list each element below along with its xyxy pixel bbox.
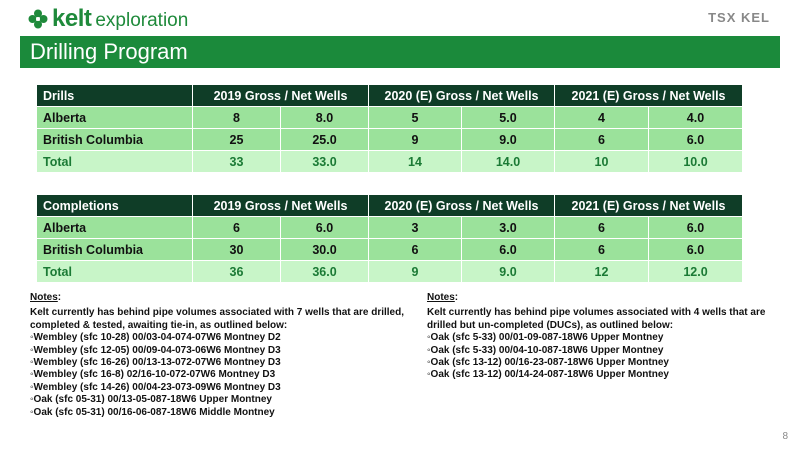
table-cell: 9.0 (461, 260, 555, 283)
table-cell: 5.0 (461, 106, 555, 129)
table-cell: 6.0 (648, 216, 743, 239)
drills-header-2020: 2020 (E) Gross / Net Wells (368, 84, 555, 107)
completions-header-2019: 2019 Gross / Net Wells (192, 194, 369, 217)
total-label: Total (36, 150, 193, 173)
completions-header-row: Completions 2019 Gross / Net Wells 2020 … (36, 194, 743, 217)
table-cell: 9 (368, 260, 462, 283)
completions-header-2021: 2021 (E) Gross / Net Wells (554, 194, 743, 217)
drills-header-label: Drills (36, 84, 193, 107)
table-cell: 10 (554, 150, 649, 173)
table-row: British Columbia 30 30.0 6 6.0 6 6.0 (36, 238, 743, 261)
table-cell: 3 (368, 216, 462, 239)
table-cell: 6 (368, 238, 462, 261)
notes-left: Notes: Kelt currently has behind pipe vo… (30, 292, 415, 419)
logo-name-bold: kelt (52, 5, 92, 32)
table-cell: 10.0 (648, 150, 743, 173)
table-cell: 12.0 (648, 260, 743, 283)
row-label: Alberta (36, 216, 193, 239)
notes-list: Wembley (sfc 10-28) 00/03-04-074-07W6 Mo… (30, 332, 415, 419)
row-label: British Columbia (36, 128, 193, 151)
clover-logo-icon (28, 9, 48, 29)
table-cell: 14 (368, 150, 462, 173)
drilling-program-table: Drills 2019 Gross / Net Wells 2020 (E) G… (36, 84, 743, 283)
completions-total-row: Total 36 36.0 9 9.0 12 12.0 (36, 260, 743, 283)
completions-header-2020: 2020 (E) Gross / Net Wells (368, 194, 555, 217)
table-cell: 36 (192, 260, 281, 283)
notes-heading: Notes: (30, 292, 62, 303)
table-cell: 6.0 (280, 216, 369, 239)
table-cell: 33 (192, 150, 281, 173)
table-cell: 6.0 (648, 238, 743, 261)
notes-right: Notes: Kelt currently has behind pipe vo… (427, 292, 772, 382)
table-cell: 4 (554, 106, 649, 129)
table-cell: 6 (554, 128, 649, 151)
table-cell: 25.0 (280, 128, 369, 151)
table-cell: 3.0 (461, 216, 555, 239)
notes-text: Kelt currently has behind pipe volumes a… (427, 307, 766, 331)
table-cell: 30 (192, 238, 281, 261)
logo-name-rest: exploration (95, 9, 189, 31)
table-cell: 33.0 (280, 150, 369, 173)
table-cell: 5 (368, 106, 462, 129)
list-item: Oak (sfc 05-31) 00/16-06-087-18W6 Middle… (30, 407, 415, 419)
table-cell: 14.0 (461, 150, 555, 173)
table-row: Alberta 6 6.0 3 3.0 6 6.0 (36, 216, 743, 239)
page-number: 8 (782, 431, 788, 442)
table-cell: 8.0 (280, 106, 369, 129)
table-cell: 8 (192, 106, 281, 129)
row-label: British Columbia (36, 238, 193, 261)
table-cell: 6 (192, 216, 281, 239)
list-item: Wembley (sfc 16-8) 02/16-10-072-07W6 Mon… (30, 369, 415, 381)
list-item: Wembley (sfc 10-28) 00/03-04-074-07W6 Mo… (30, 332, 415, 344)
drills-total-row: Total 33 33.0 14 14.0 10 10.0 (36, 150, 743, 173)
list-item: Oak (sfc 13-12) 00/16-23-087-18W6 Upper … (427, 357, 772, 369)
table-cell: 9 (368, 128, 462, 151)
list-item: Wembley (sfc 12-05) 00/09-04-073-06W6 Mo… (30, 345, 415, 357)
table-cell: 30.0 (280, 238, 369, 261)
notes-list: Oak (sfc 5-33) 00/01-09-087-18W6 Upper M… (427, 332, 772, 382)
total-label: Total (36, 260, 193, 283)
notes-text: Kelt currently has behind pipe volumes a… (30, 307, 404, 331)
list-item: Wembley (sfc 14-26) 00/04-23-073-09W6 Mo… (30, 382, 415, 394)
list-item: Oak (sfc 5-33) 00/01-09-087-18W6 Upper M… (427, 332, 772, 344)
notes-heading: Notes: (427, 292, 459, 303)
completions-header-label: Completions (36, 194, 193, 217)
list-item: Oak (sfc 05-31) 00/13-05-087-18W6 Upper … (30, 394, 415, 406)
drills-header-row: Drills 2019 Gross / Net Wells 2020 (E) G… (36, 84, 743, 107)
table-cell: 25 (192, 128, 281, 151)
list-item: Wembley (sfc 16-26) 00/13-13-072-07W6 Mo… (30, 357, 415, 369)
company-logo: kelt exploration (28, 5, 189, 32)
section-spacer (36, 172, 743, 195)
table-row: British Columbia 25 25.0 9 9.0 6 6.0 (36, 128, 743, 151)
table-row: Alberta 8 8.0 5 5.0 4 4.0 (36, 106, 743, 129)
row-label: Alberta (36, 106, 193, 129)
table-cell: 36.0 (280, 260, 369, 283)
ticker-logo: TSX KEL (708, 10, 770, 25)
drills-header-2019: 2019 Gross / Net Wells (192, 84, 369, 107)
table-cell: 6 (554, 238, 649, 261)
table-cell: 6.0 (648, 128, 743, 151)
table-cell: 6.0 (461, 238, 555, 261)
page-title: Drilling Program (20, 36, 780, 68)
table-cell: 9.0 (461, 128, 555, 151)
list-item: Oak (sfc 13-12) 00/14-24-087-18W6 Upper … (427, 369, 772, 381)
table-cell: 4.0 (648, 106, 743, 129)
table-cell: 12 (554, 260, 649, 283)
table-cell: 6 (554, 216, 649, 239)
drills-header-2021: 2021 (E) Gross / Net Wells (554, 84, 743, 107)
list-item: Oak (sfc 5-33) 00/04-10-087-18W6 Upper M… (427, 345, 772, 357)
